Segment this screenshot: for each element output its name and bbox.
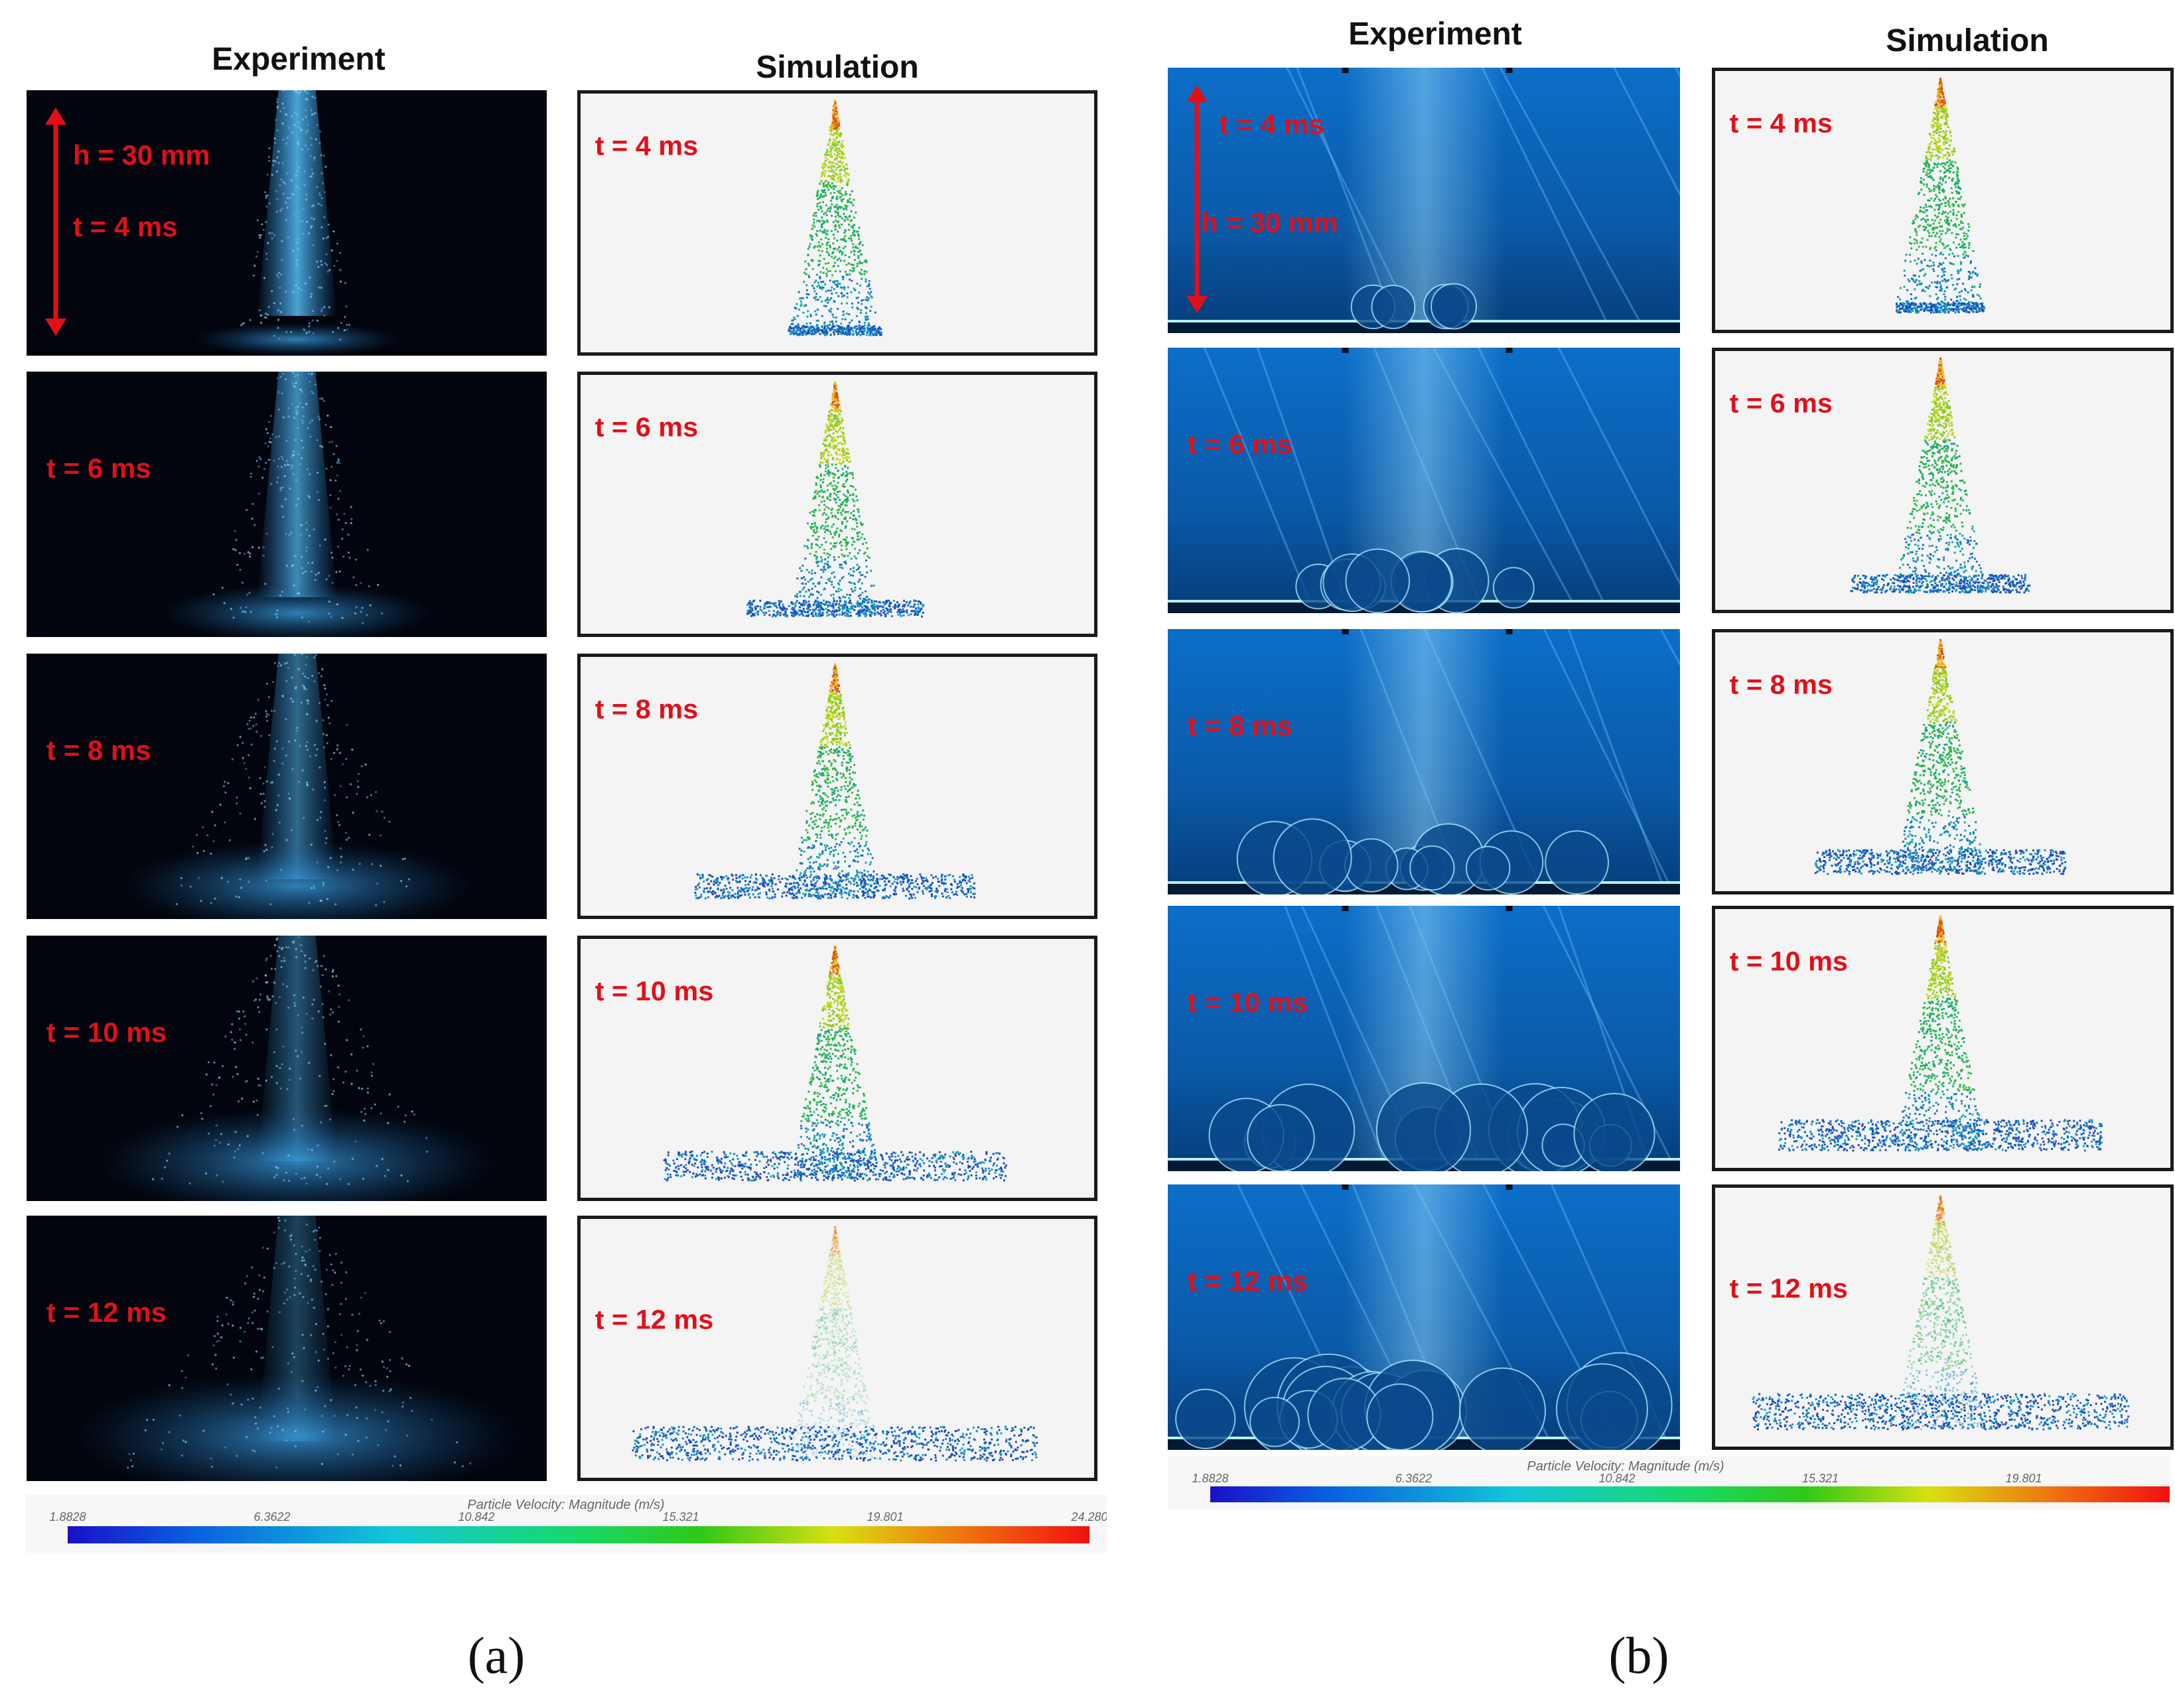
panel-b-simulation-time-2: t = 6 ms [1730, 388, 1833, 419]
panel-a-simulation-time-4: t = 10 ms [595, 976, 714, 1007]
panel-a-colorbar-tick-2: 6.3622 [253, 1510, 290, 1524]
panel-b-colorbar-tick-3: 10.842 [1598, 1472, 1635, 1485]
panel-a-simulation-header: Simulation [756, 50, 919, 85]
panel-a-colorbar-tick-6: 24.280 [1070, 1510, 1107, 1524]
panel-b-caption: (b) [1608, 1626, 1669, 1684]
panel-a-experiment-frame-1: h = 30 mm t = 4 ms [27, 90, 547, 356]
panel-b-experiment-frame-2: t = 6 ms [1168, 348, 1680, 613]
panel-b-simulation-frame-2: t = 6 ms [1712, 348, 2174, 613]
panel-b-simulation-frame-3: t = 8 ms [1712, 629, 2174, 894]
panel-a-experiment-frame-4: t = 10 ms [27, 936, 547, 1201]
panel-b-simulation-frame-1: t = 4 ms [1712, 68, 2174, 333]
panel-a-colorbar-tick-4: 15.321 [662, 1510, 699, 1524]
panel-b-experiment-frame-3: t = 8 ms [1168, 629, 1680, 894]
panel-b-experiment-time-2: t = 6 ms [1188, 429, 1293, 460]
panel-b-experiment-time-1: t = 4 ms [1220, 109, 1324, 140]
panel-b-colorbar-tick-2: 6.3622 [1395, 1472, 1432, 1485]
panel-b-simulation-frame-4: t = 10 ms [1712, 906, 2174, 1171]
panel-a-experiment-time-2: t = 6 ms [46, 453, 151, 484]
panel-a-simulation-time-3: t = 8 ms [595, 694, 699, 725]
panel-b-simulation-time-4: t = 10 ms [1730, 946, 1848, 977]
panel-a-colorbar-tick-5: 19.801 [867, 1510, 903, 1524]
panel-a-simulation-frame-1: t = 4 ms [577, 90, 1097, 356]
panel-b-colorbar-tick-5: 19.801 [2005, 1472, 2042, 1485]
panel-a-colorbar-title: Particle Velocity: Magnitude (m/s) [467, 1498, 664, 1512]
panel-a-simulation-frame-5: t = 12 ms [577, 1216, 1097, 1481]
panel-a-simulation-frame-3: t = 8 ms [577, 654, 1097, 919]
panel-a-simulation-time-2: t = 6 ms [595, 412, 699, 443]
panel-b-height-arrow [1186, 85, 1208, 313]
panel-a-experiment-frame-5: t = 12 ms [27, 1216, 547, 1481]
panel-a-simulation-frame-4: t = 10 ms [577, 936, 1097, 1201]
panel-b-experiment-time-4: t = 10 ms [1188, 987, 1308, 1018]
panel-b-simulation-time-5: t = 12 ms [1730, 1273, 1848, 1304]
panel-a-colorbar-tick-3: 10.842 [458, 1510, 494, 1524]
panel-b-colorbar-title: Particle Velocity: Magnitude (m/s) [1527, 1459, 1724, 1474]
panel-b-experiment-frame-5: t = 12 ms [1168, 1184, 1680, 1450]
panel-a-simulation-time-5: t = 12 ms [595, 1305, 714, 1335]
panel-b-colorbar: Particle Velocity: Magnitude (m/s) 1.882… [1168, 1456, 2170, 1509]
panel-a-experiment-time-3: t = 8 ms [46, 735, 151, 766]
panel-b-simulation-header: Simulation [1886, 23, 2049, 58]
panel-a-experiment-time-5: t = 12 ms [46, 1297, 167, 1328]
panel-b-experiment-frame-4: t = 10 ms [1168, 906, 1680, 1171]
panel-b-experiment-header: Experiment [1348, 17, 1522, 52]
panel-b-simulation-time-3: t = 8 ms [1730, 670, 1833, 700]
panel-b-colorbar-tick-4: 15.321 [1802, 1472, 1839, 1485]
panel-b-colorbar-tick-1: 1.8828 [1192, 1472, 1228, 1485]
panel-a-colorbar: Particle Velocity: Magnitude (m/s) 1.882… [25, 1494, 1107, 1553]
panel-b-height-label: h = 30 mm [1201, 207, 1338, 238]
panel-b-colorbar-gradient [1210, 1486, 2170, 1502]
panel-a-simulation-time-1: t = 4 ms [595, 131, 699, 161]
panel-a-height-label: h = 30 mm [73, 139, 210, 171]
panel-b-simulation-time-1: t = 4 ms [1730, 108, 1833, 139]
panel-a-colorbar-gradient [68, 1526, 1089, 1543]
panel-a-experiment-time-1: t = 4 ms [73, 211, 178, 242]
panel-a-experiment-header: Experiment [212, 42, 386, 77]
panel-b-experiment-frame-1: t = 4 ms h = 30 mm [1168, 68, 1680, 333]
panel-a-simulation-frame-2: t = 6 ms [577, 372, 1097, 637]
panel-a-experiment-frame-3: t = 8 ms [27, 654, 547, 919]
panel-b-simulation-frame-5: t = 12 ms [1712, 1184, 2174, 1450]
panel-a-experiment-frame-2: t = 6 ms [27, 372, 547, 637]
panel-a-experiment-time-4: t = 10 ms [46, 1017, 167, 1048]
panel-b-experiment-time-5: t = 12 ms [1188, 1265, 1308, 1297]
panel-a-caption: (a) [467, 1626, 526, 1684]
panel-a-height-arrow [45, 107, 66, 336]
panel-b-experiment-time-3: t = 8 ms [1188, 710, 1293, 741]
panel-a-colorbar-tick-1: 1.8828 [49, 1510, 86, 1524]
